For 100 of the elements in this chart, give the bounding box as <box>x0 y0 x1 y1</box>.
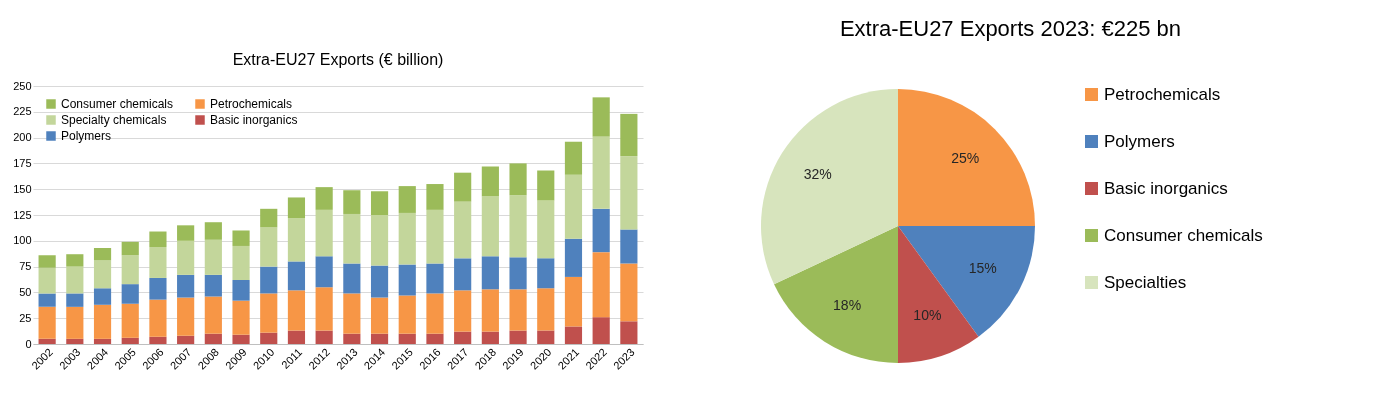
bar <box>66 338 84 344</box>
bar <box>287 290 306 331</box>
bar <box>287 261 306 291</box>
legend-label: Consumer chemicals <box>61 97 174 111</box>
bar <box>38 293 56 307</box>
bar <box>537 258 555 289</box>
bar <box>260 208 278 228</box>
bar <box>537 330 555 344</box>
legend-label: Polymers <box>1104 131 1175 151</box>
legend-label: Basic inorganics <box>1104 178 1228 198</box>
bar <box>177 225 195 241</box>
bar <box>426 293 444 334</box>
bar <box>38 255 56 268</box>
bar <box>232 300 250 335</box>
bar <box>149 246 167 278</box>
bar <box>232 245 250 281</box>
y-tick-label: 50 <box>19 285 32 298</box>
bar <box>121 255 139 285</box>
y-tick-label: 175 <box>13 156 32 169</box>
data-label: 32% <box>803 166 832 183</box>
bar <box>370 191 389 215</box>
bar <box>177 274 195 298</box>
bar <box>481 289 499 332</box>
bar <box>66 254 84 267</box>
bar <box>38 338 56 344</box>
bar <box>370 215 389 266</box>
bar <box>426 209 444 264</box>
y-tick-label: 150 <box>13 182 32 195</box>
bar <box>398 186 416 213</box>
y-tick-label: 225 <box>13 105 32 118</box>
bar <box>398 295 416 334</box>
bar <box>398 264 416 296</box>
bar <box>620 321 638 344</box>
bar <box>509 163 527 196</box>
bar <box>454 172 472 202</box>
bar <box>204 222 222 240</box>
bar <box>66 266 84 294</box>
bar <box>204 274 222 297</box>
bar <box>232 334 250 344</box>
bar <box>343 213 361 264</box>
data-label: 18% <box>833 297 862 314</box>
bar <box>315 209 333 257</box>
y-tick-label: 0 <box>25 337 32 350</box>
bar <box>620 156 638 230</box>
bar <box>564 174 583 239</box>
bar <box>343 333 361 344</box>
bar <box>343 190 361 214</box>
bar <box>481 331 499 344</box>
pie-slice <box>774 226 898 363</box>
bar <box>287 218 306 262</box>
bar <box>287 330 306 344</box>
y-tick-label: 125 <box>13 208 32 221</box>
bar <box>481 256 499 290</box>
bar <box>564 238 583 277</box>
bar <box>509 195 527 258</box>
legend-label: Polymers <box>61 129 112 143</box>
bar <box>481 166 499 197</box>
bar <box>426 333 444 344</box>
bar <box>481 196 499 257</box>
bar <box>343 293 361 334</box>
bar <box>426 263 444 294</box>
bar <box>620 263 638 322</box>
bar <box>93 288 112 305</box>
bar <box>509 289 527 331</box>
data-label: 15% <box>968 260 997 277</box>
bar <box>315 287 333 331</box>
legend-label: Petrochemicals <box>1104 84 1221 104</box>
bar <box>592 208 610 253</box>
bar <box>93 248 112 261</box>
bar <box>620 229 638 264</box>
bar <box>287 197 306 219</box>
bar <box>592 136 610 209</box>
bar <box>177 335 195 344</box>
bar <box>121 303 139 338</box>
y-tick-label: 250 <box>13 79 32 92</box>
bar <box>121 337 139 344</box>
bar <box>38 267 56 294</box>
bar <box>204 333 222 344</box>
bar <box>592 317 610 344</box>
bar <box>398 333 416 344</box>
legend-label: Specialties <box>1104 272 1187 292</box>
bar <box>260 227 278 267</box>
bar <box>177 297 195 336</box>
bar <box>66 293 84 307</box>
data-label: 10% <box>913 307 942 324</box>
bar <box>564 141 583 175</box>
y-tick-label: 25 <box>19 311 32 324</box>
legend-label: Consumer chemicals <box>1104 225 1263 245</box>
bar <box>149 277 167 300</box>
bar <box>315 330 333 344</box>
bar <box>454 201 472 259</box>
bar <box>260 332 278 344</box>
pie-slice <box>898 226 1035 337</box>
bar <box>260 293 278 333</box>
bar <box>454 290 472 332</box>
bar <box>454 258 472 291</box>
bar <box>370 265 389 298</box>
bar <box>204 239 222 275</box>
bar <box>537 200 555 259</box>
bar <box>260 266 278 294</box>
